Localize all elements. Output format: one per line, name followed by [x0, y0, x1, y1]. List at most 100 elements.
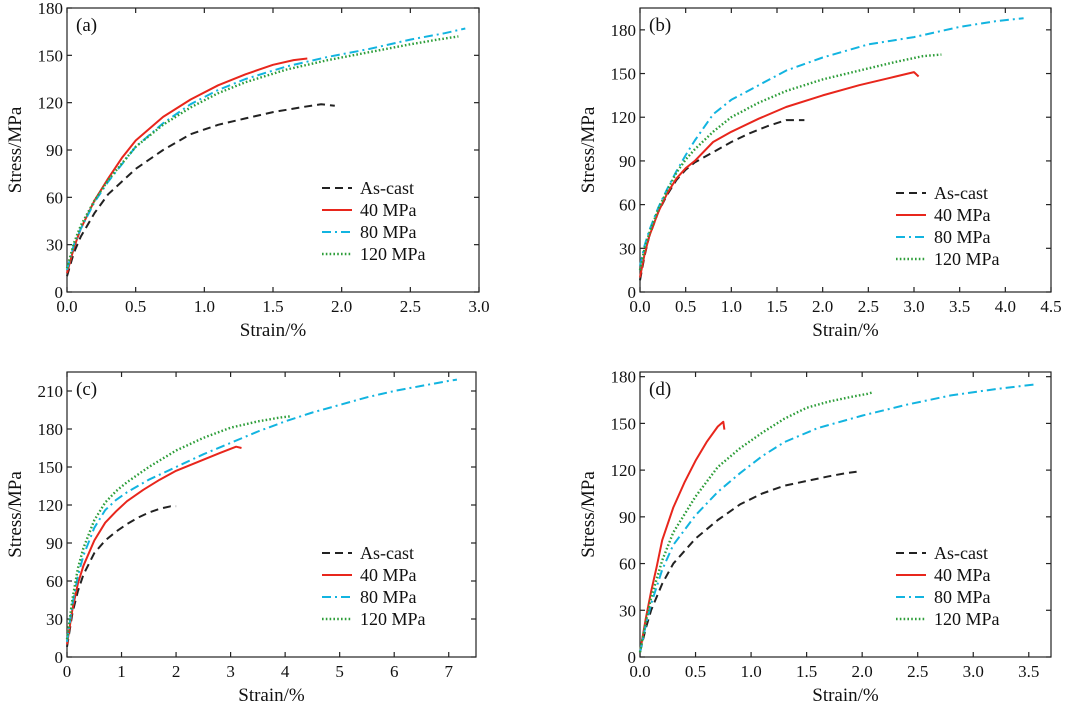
y-tick-label: 30	[619, 601, 636, 620]
y-tick-label: 150	[611, 65, 637, 84]
y-tick-label: 120	[38, 496, 64, 515]
y-axis-label: Stress/MPa	[578, 106, 599, 193]
series-line-80-mpa	[66, 378, 458, 642]
x-tick-label: 4.5	[1040, 297, 1061, 316]
x-tick-label: 4.0	[995, 297, 1016, 316]
legend-label: 120 MPa	[934, 609, 1000, 629]
x-axis-label: Strain/%	[812, 685, 879, 706]
series-line-40-mpa	[66, 445, 242, 645]
x-tick-label: 1.0	[194, 297, 215, 316]
y-tick-label: 150	[38, 46, 64, 65]
series-line-120-mpa	[638, 391, 874, 653]
panel-label: (d)	[649, 379, 671, 400]
x-axis-label: Strain/%	[238, 685, 305, 706]
series-line-120-mpa	[65, 415, 291, 640]
x-tick-label: 2.0	[331, 297, 352, 316]
legend-label: 80 MPa	[360, 222, 417, 242]
y-tick-label: 60	[46, 572, 63, 591]
y-tick-label: 60	[619, 196, 636, 215]
x-tick-label: 2.0	[812, 297, 833, 316]
plot-frame	[66, 371, 477, 658]
legend-label: 120 MPa	[360, 609, 426, 629]
x-tick-label: 1	[117, 662, 126, 681]
legend-label: 80 MPa	[934, 587, 991, 607]
y-tick-label: 90	[46, 141, 63, 160]
y-tick-label: 180	[38, 420, 64, 439]
panel-d: 0.0 0.5 1.0 1.5 2.0 2.5 3.0 3.5 0 30 60 90 120 150 180…	[578, 368, 1052, 706]
x-tick-label: 1.0	[721, 297, 742, 316]
x-tick-label: 0.5	[675, 297, 696, 316]
x-tick-label: 1.0	[740, 662, 761, 681]
y-tick-label: 150	[38, 458, 64, 477]
x-tick-label: 2.5	[858, 297, 879, 316]
y-axis-label: Stress/MPa	[5, 106, 26, 193]
y-tick-label: 60	[46, 188, 63, 207]
series-line-40-mpa	[639, 71, 920, 278]
x-tick-label: 7	[444, 662, 453, 681]
legend-label: As-cast	[934, 183, 988, 203]
x-tick-label: 4	[281, 662, 290, 681]
series-line-120-mpa	[65, 35, 459, 269]
x-tick-label: 3.0	[963, 662, 984, 681]
legend-label: 120 MPa	[934, 249, 1000, 269]
x-tick-label: 6	[390, 662, 399, 681]
legend-label: As-cast	[934, 543, 988, 563]
y-axis-label: Stress/MPa	[5, 471, 26, 558]
x-tick-label: 2.5	[400, 297, 421, 316]
series-line-as-cast	[66, 505, 177, 648]
panel-c: 0 1 2 3 4 5 6 7 0 30 60 90 120 150 180 210 Strain/% Stres…	[5, 371, 477, 706]
legend-label: 40 MPa	[360, 565, 417, 585]
y-tick-label: 180	[611, 368, 637, 387]
x-tick-label: 3.0	[903, 297, 924, 316]
x-tick-label: 3.5	[1018, 662, 1039, 681]
y-tick-label: 120	[611, 108, 637, 127]
legend-label: 80 MPa	[934, 227, 991, 247]
series-line-as-cast	[66, 103, 335, 277]
x-tick-label: 2.0	[852, 662, 873, 681]
y-tick-label: 120	[611, 461, 637, 480]
x-tick-label: 3	[226, 662, 235, 681]
y-tick-label: 0	[628, 648, 637, 667]
x-axis-label: Strain/%	[812, 320, 879, 341]
panel-label: (c)	[76, 379, 97, 400]
x-tick-label: 0.0	[629, 297, 650, 316]
y-tick-label: 0	[628, 283, 637, 302]
series-line-40-mpa	[639, 420, 726, 653]
panel-a: 0.0 0.5 1.0 1.5 2.0 2.5 3.0 0 30 60 90 120 150 180 Str…	[5, 0, 490, 341]
y-tick-label: 0	[55, 283, 64, 302]
x-tick-label: 2	[172, 662, 181, 681]
x-tick-label: 1.5	[766, 297, 787, 316]
series-line-as-cast	[639, 470, 857, 653]
x-tick-label: 0	[63, 662, 72, 681]
x-tick-label: 0.5	[125, 297, 146, 316]
plot-frame	[639, 7, 1052, 293]
y-tick-label: 90	[619, 508, 636, 527]
y-tick-label: 0	[55, 648, 64, 667]
x-tick-label: 1.5	[262, 297, 283, 316]
y-tick-label: 30	[619, 239, 636, 258]
legend-label: 80 MPa	[360, 587, 417, 607]
legend-label: 120 MPa	[360, 244, 426, 264]
y-tick-label: 180	[611, 21, 637, 40]
series-line-120-mpa	[638, 53, 942, 271]
y-tick-label: 150	[611, 414, 637, 433]
y-tick-label: 60	[619, 555, 636, 574]
x-tick-label: 0.0	[56, 297, 77, 316]
y-axis-label: Stress/MPa	[578, 471, 599, 558]
plot-frame	[639, 371, 1052, 658]
y-tick-label: 30	[46, 610, 63, 629]
panel-label: (b)	[649, 15, 671, 36]
legend-label: 40 MPa	[934, 205, 991, 225]
x-tick-label: 1.5	[796, 662, 817, 681]
x-tick-label: 0.5	[685, 662, 706, 681]
y-tick-label: 90	[619, 152, 636, 171]
y-tick-label: 120	[38, 94, 64, 113]
legend-label: As-cast	[360, 543, 414, 563]
x-tick-label: 3.0	[468, 297, 489, 316]
series-line-40-mpa	[66, 57, 308, 274]
x-tick-label: 3.5	[949, 297, 970, 316]
legend-label: As-cast	[360, 178, 414, 198]
x-tick-label: 2.5	[907, 662, 928, 681]
panel-label: (a)	[76, 15, 97, 36]
